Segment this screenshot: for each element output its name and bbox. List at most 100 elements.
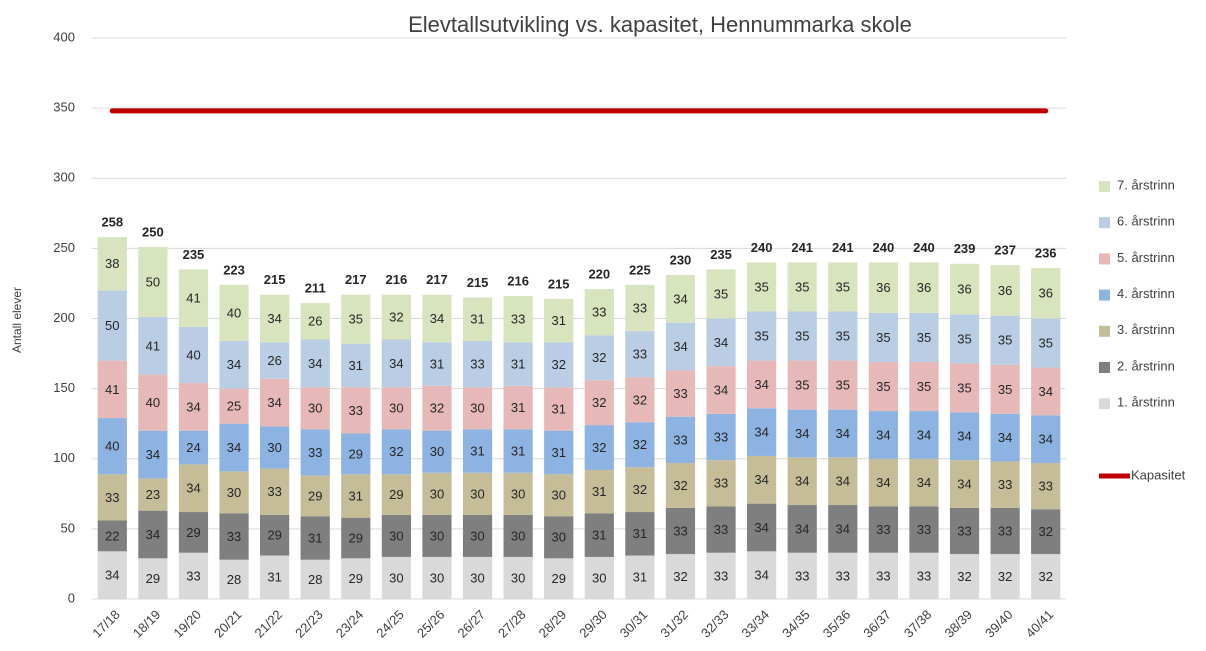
data-label: 34	[957, 476, 971, 491]
bar-segment	[260, 426, 290, 469]
data-label: 30	[430, 444, 444, 459]
bar-segment	[381, 556, 411, 599]
data-label: 33	[105, 490, 119, 505]
bar-segment	[625, 467, 655, 513]
bar-segment	[422, 514, 452, 557]
total-label: 237	[994, 243, 1016, 258]
bar-segment	[584, 380, 614, 426]
data-label: 31	[349, 358, 363, 373]
bar-segment	[990, 265, 1020, 316]
data-label: 35	[917, 330, 931, 345]
data-label: 34	[998, 430, 1012, 445]
data-label: 34	[186, 399, 200, 414]
bar-segment	[584, 556, 614, 599]
data-label: 33	[998, 477, 1012, 492]
x-tick-label: 20/21	[211, 607, 245, 641]
bar-segment	[584, 425, 614, 470]
data-label: 32	[430, 401, 444, 416]
bar-segment	[625, 422, 655, 468]
bar-segment	[178, 269, 209, 327]
bar-segment	[706, 552, 736, 599]
bar-segment	[341, 294, 371, 344]
data-label: 35	[957, 331, 971, 346]
bar-segment	[422, 294, 452, 343]
bar-segment	[949, 460, 980, 508]
bar-segment	[1031, 268, 1061, 319]
bar-segment	[178, 383, 209, 431]
bar-segment	[868, 552, 898, 599]
bar-segment	[462, 556, 493, 599]
data-label: 34	[836, 521, 850, 536]
legend-label: 3. årstrinn	[1117, 322, 1175, 337]
bar-segment	[747, 408, 777, 456]
bar-segment	[584, 335, 614, 381]
bar-segment	[909, 361, 939, 412]
bar-segment	[341, 517, 371, 559]
bar-segment	[584, 469, 614, 514]
bar-segment	[300, 429, 330, 476]
bar-segment	[341, 433, 371, 475]
data-label: 30	[511, 570, 525, 585]
bar-segment	[665, 275, 696, 323]
data-label: 30	[430, 528, 444, 543]
bar-segment	[706, 506, 736, 553]
data-label: 35	[836, 378, 850, 393]
data-label: 34	[876, 475, 890, 490]
data-label: 29	[349, 530, 363, 545]
bar-segment	[747, 360, 777, 409]
bar-segment	[341, 474, 371, 518]
x-tick-label: 27/28	[495, 607, 529, 641]
bar-segment	[97, 474, 127, 521]
data-label: 33	[795, 568, 809, 583]
data-label: 34	[876, 427, 890, 442]
data-label: 30	[430, 486, 444, 501]
data-label: 30	[470, 486, 484, 501]
bar-segment	[665, 416, 696, 463]
data-label: 32	[389, 310, 403, 325]
data-label: 34	[267, 311, 281, 326]
data-label: 34	[836, 426, 850, 441]
data-label: 32	[673, 478, 687, 493]
total-label: 235	[710, 247, 732, 262]
bar-segment	[787, 409, 817, 458]
bar-segment	[949, 507, 980, 555]
data-label: 30	[267, 440, 281, 455]
data-label: 31	[511, 443, 525, 458]
bar-segment	[178, 326, 209, 384]
bar-segment	[97, 418, 127, 475]
bar-segment	[381, 294, 411, 340]
bar-segment	[462, 297, 493, 341]
data-label: 38	[105, 256, 119, 271]
bar-segment	[422, 556, 452, 599]
data-label: 34	[714, 382, 728, 397]
data-label: 31	[308, 530, 322, 545]
data-label: 31	[551, 445, 565, 460]
bar-segment	[949, 412, 980, 461]
total-label: 215	[264, 272, 286, 287]
data-label: 33	[227, 529, 241, 544]
data-label: 24	[186, 440, 200, 455]
data-label: 35	[876, 379, 890, 394]
data-label: 31	[592, 528, 606, 543]
data-label: 34	[267, 395, 281, 410]
data-label: 34	[308, 356, 322, 371]
total-label: 235	[183, 247, 205, 262]
x-tick-label: 28/29	[536, 607, 570, 641]
bar-segment	[665, 322, 696, 371]
data-label: 33	[714, 476, 728, 491]
bar-segment	[625, 555, 655, 599]
bar-segment	[625, 331, 655, 378]
legend-swatch	[1099, 398, 1110, 410]
bar-segment	[544, 342, 574, 388]
bar-segment	[138, 374, 168, 431]
data-label: 35	[836, 279, 850, 294]
data-label: 30	[511, 486, 525, 501]
bar-segment	[462, 387, 493, 430]
data-label: 35	[754, 328, 768, 343]
y-tick-label: 50	[61, 520, 75, 535]
total-label: 217	[345, 272, 367, 287]
bar-segment	[422, 472, 452, 515]
data-label: 36	[1038, 286, 1052, 301]
bar-segment	[1031, 509, 1061, 555]
